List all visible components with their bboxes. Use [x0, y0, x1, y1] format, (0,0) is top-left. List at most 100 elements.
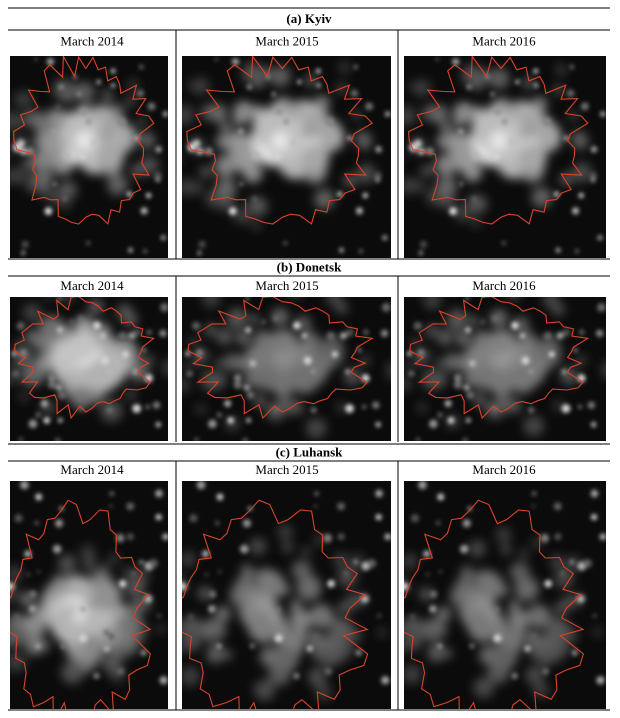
spot [140, 649, 147, 656]
spot [532, 491, 537, 496]
light [500, 543, 512, 556]
light [319, 633, 341, 655]
light [69, 388, 88, 407]
spot [244, 384, 250, 391]
light [206, 618, 220, 632]
light [126, 390, 136, 400]
panel-title: (c) Luhansk [276, 444, 344, 459]
light [58, 554, 77, 573]
spot [324, 667, 332, 675]
light [125, 603, 140, 618]
light [550, 554, 565, 570]
spot [375, 421, 381, 428]
light [314, 121, 345, 152]
spot [543, 331, 553, 341]
light [32, 166, 54, 188]
spot [154, 172, 162, 180]
spot [271, 92, 276, 97]
spot [447, 417, 455, 424]
light [91, 580, 122, 611]
spot [118, 579, 127, 588]
light [46, 108, 67, 129]
spot [316, 83, 321, 88]
column-label: March 2015 [255, 462, 318, 477]
light-spots [187, 57, 391, 255]
spot [508, 139, 516, 146]
spot [217, 644, 222, 649]
spot [155, 489, 163, 498]
light [242, 62, 264, 84]
spot [283, 240, 288, 246]
light [575, 142, 584, 151]
spot [91, 139, 98, 146]
spot [554, 533, 562, 541]
light [290, 600, 302, 612]
light [182, 615, 201, 635]
spot [339, 247, 344, 253]
light [456, 331, 471, 347]
spot [139, 64, 144, 70]
spot [261, 320, 266, 324]
light [495, 527, 512, 543]
spot [228, 207, 237, 216]
spot [55, 519, 64, 528]
spot [53, 182, 57, 186]
light [518, 330, 534, 346]
light [355, 131, 370, 146]
light [267, 609, 280, 623]
spot [107, 369, 111, 373]
spot [59, 506, 64, 511]
spot [377, 613, 382, 618]
spot [429, 590, 437, 598]
spot [155, 514, 162, 521]
spot [58, 84, 64, 90]
spot [511, 321, 519, 330]
spot [109, 491, 114, 496]
city-boundary [10, 499, 152, 709]
spot [323, 533, 332, 543]
spot [501, 118, 508, 125]
spot [35, 412, 41, 418]
light [125, 96, 136, 107]
light [294, 565, 304, 574]
light [44, 297, 54, 300]
spot [375, 489, 383, 498]
light [80, 545, 96, 561]
spot [293, 672, 300, 679]
light [453, 132, 468, 146]
light [473, 80, 483, 91]
spot [216, 493, 224, 501]
light [508, 600, 520, 613]
spot [466, 418, 471, 423]
night-light-image [10, 56, 168, 258]
light [205, 190, 222, 208]
spot [238, 128, 244, 135]
light [61, 661, 84, 684]
spot [419, 251, 423, 255]
light [337, 567, 358, 588]
light [72, 609, 87, 624]
spot [355, 649, 362, 656]
spot [572, 207, 580, 215]
light [281, 541, 294, 553]
light [305, 417, 327, 439]
light [259, 646, 280, 667]
spot [375, 514, 382, 521]
light [468, 540, 486, 558]
spot [553, 502, 562, 511]
light [271, 308, 289, 326]
light [90, 615, 104, 629]
light [532, 96, 548, 112]
spot [326, 331, 336, 341]
light [532, 681, 549, 698]
light [509, 366, 537, 394]
light [108, 104, 124, 120]
light [360, 355, 370, 366]
city-boundary [409, 297, 590, 420]
spot [202, 550, 210, 558]
spot [198, 240, 206, 248]
spot [382, 235, 388, 241]
column-label: March 2016 [472, 33, 536, 48]
spot [189, 614, 193, 619]
spot [410, 514, 420, 523]
